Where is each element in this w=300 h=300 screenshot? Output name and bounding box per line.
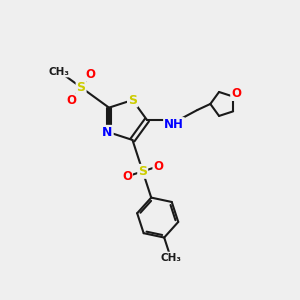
Text: O: O (86, 68, 96, 80)
Text: N: N (102, 126, 113, 139)
Text: O: O (122, 170, 132, 183)
Text: S: S (76, 81, 85, 94)
Text: O: O (153, 160, 164, 173)
Text: S: S (128, 94, 137, 106)
Text: CH₃: CH₃ (49, 67, 70, 76)
Text: O: O (66, 94, 76, 107)
Text: NH: NH (164, 118, 184, 131)
Text: CH₃: CH₃ (160, 253, 181, 262)
Text: S: S (138, 165, 147, 178)
Text: O: O (231, 87, 241, 100)
